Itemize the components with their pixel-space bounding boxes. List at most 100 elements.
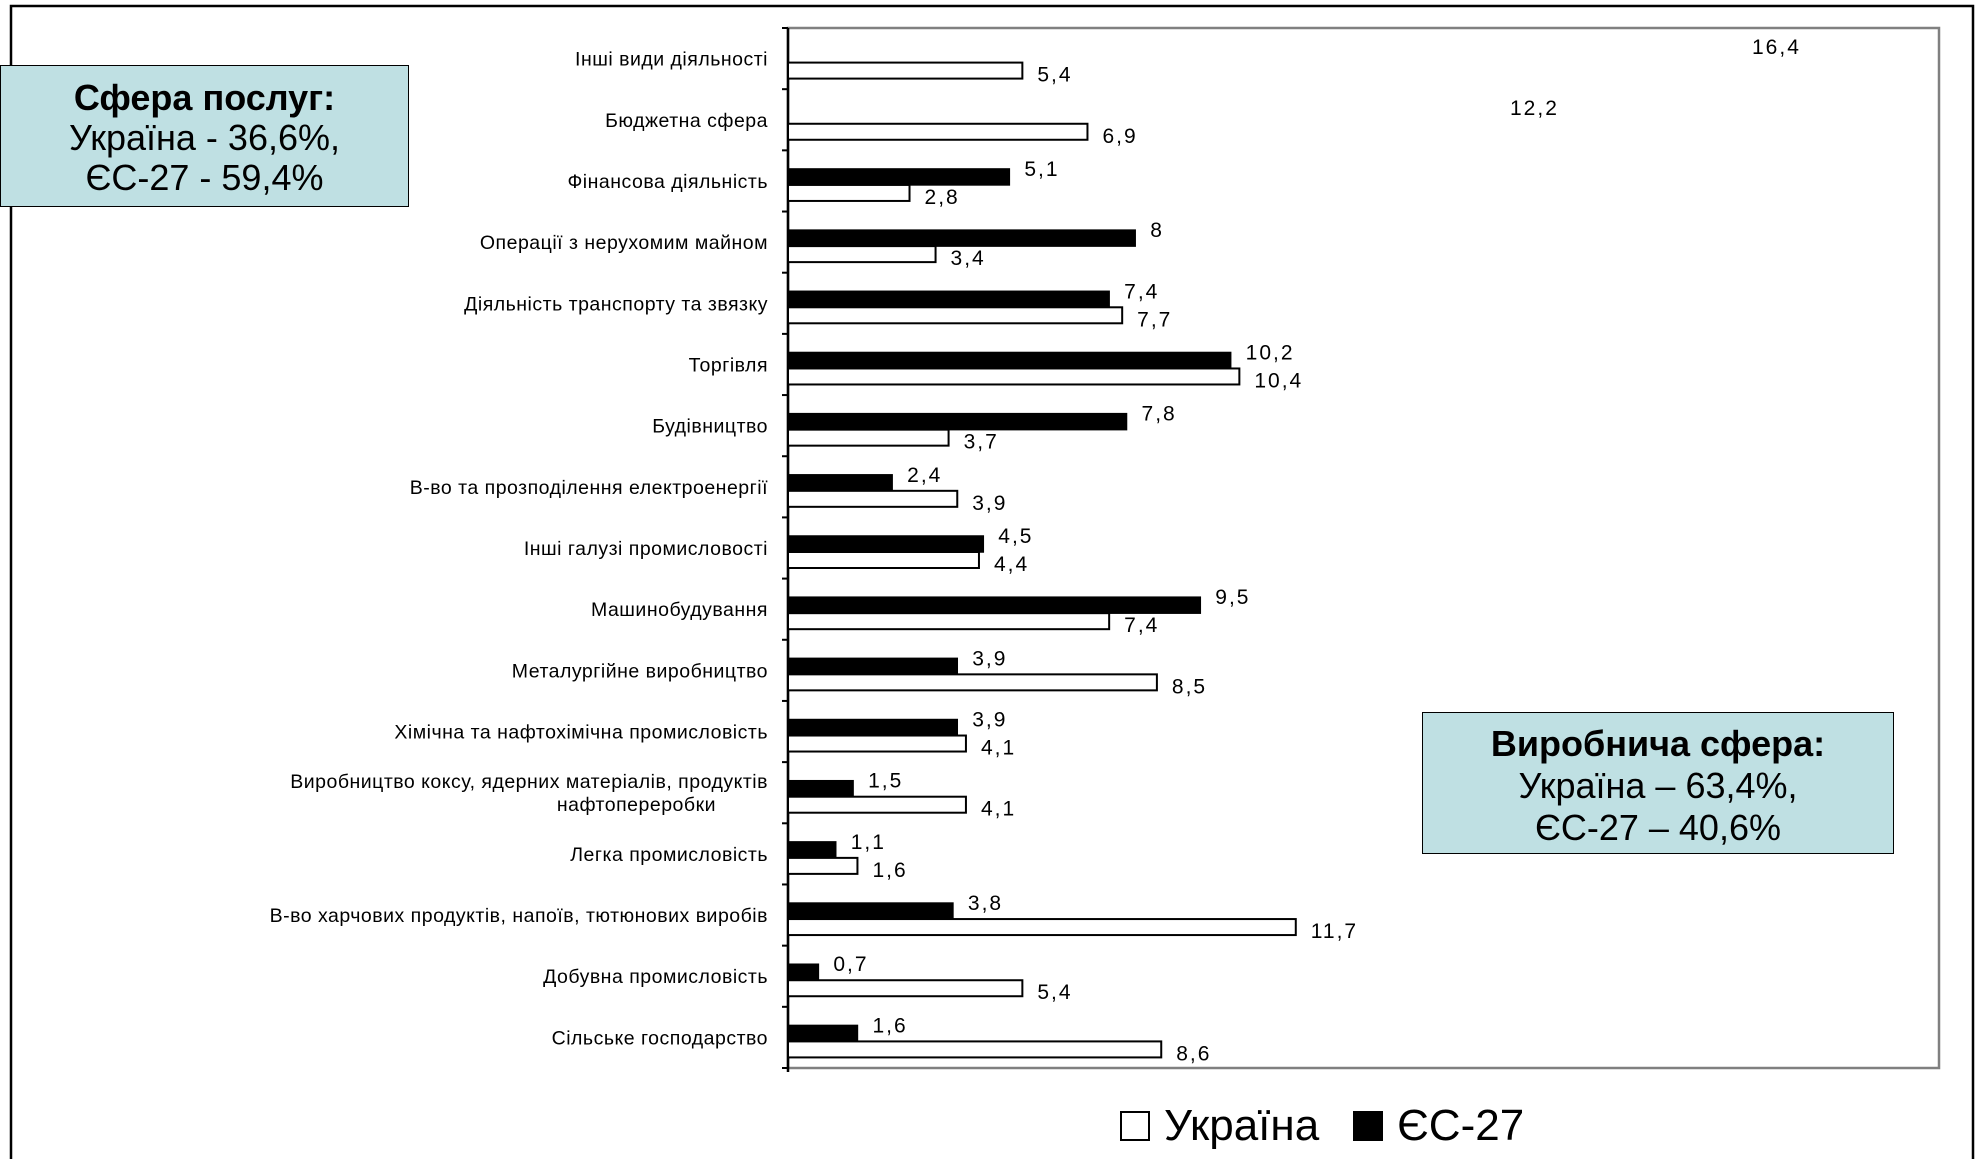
bar-ukraine [787, 612, 1111, 631]
bar-ukraine [787, 122, 1089, 141]
bar-eu [787, 779, 854, 798]
category-label: В-во та прозподілення електроенергії [410, 477, 768, 499]
data-label-eu: 1,5 [868, 770, 903, 793]
outer-frame [9, 4, 1975, 1164]
bar-ukraine [787, 1040, 1163, 1059]
services-callout-ukraine: Україна - 36,6%, [68, 117, 341, 158]
bar-eu [787, 841, 837, 859]
legend-swatch-ukraine [1120, 1110, 1150, 1141]
bar-eu [787, 535, 985, 553]
bar-ukraine [787, 428, 950, 447]
category-label-line: Металургійне виробництво [512, 660, 768, 682]
data-label-ukraine: 11,7 [1311, 920, 1358, 943]
services-callout-title: Сфера послуг: [73, 77, 336, 118]
bar-ukraine [787, 734, 967, 753]
category-label-line: Добувна промисловість [543, 966, 768, 988]
category-label-line: Операції з нерухомим майном [480, 232, 768, 254]
category-label-line: Фінансова діяльність [567, 171, 768, 193]
legend-label-ukraine: Україна [1164, 1100, 1320, 1150]
bar-eu [787, 290, 1110, 309]
category-label: В-во харчових продуктів, напоїв, тютюнов… [270, 905, 768, 927]
bar-ukraine [787, 489, 959, 508]
data-label-ukraine: 6,9 [1102, 125, 1137, 148]
data-label-ukraine: 2,8 [925, 186, 960, 209]
legend-swatch-eu [1353, 1110, 1384, 1141]
data-label-eu: 4,5 [998, 525, 1033, 548]
bar-ukraine [787, 673, 1158, 692]
bar-eu [787, 168, 1011, 186]
category-label-line: В-во харчових продуктів, напоїв, тютюнов… [270, 905, 768, 927]
category-label: Інші види діяльності [575, 49, 768, 71]
category-label: Бюджетна сфера [605, 110, 768, 132]
data-label-ukraine: 3,7 [964, 431, 999, 454]
category-label: Машинобудування [591, 599, 768, 621]
category-label-line: Будівництво [652, 416, 768, 438]
data-label-ukraine: 8,5 [1172, 675, 1207, 698]
data-label-eu: 5,1 [1024, 158, 1059, 181]
data-label-ukraine: 4,1 [981, 737, 1016, 760]
data-label-eu: 7,4 [1124, 280, 1159, 303]
data-label-eu: 16,4 [1752, 36, 1801, 59]
category-label-line: Виробництво коксу, ядерних матеріалів, п… [290, 771, 768, 793]
category-label: Хімічна та нафтохімічна промисловість [394, 722, 768, 744]
bar-eu [787, 963, 820, 981]
bar-ukraine [787, 183, 911, 202]
production-callout: Виробнича сфера: Україна – 63,4%, ЄС-27 … [1422, 712, 1894, 854]
production-callout-ukraine: Україна – 63,4%, [1518, 765, 1798, 806]
bar-eu [787, 718, 959, 737]
category-label: Фінансова діяльність [567, 171, 768, 193]
data-label-ukraine: 5,4 [1037, 981, 1072, 1004]
data-label-eu: 7,8 [1142, 403, 1177, 426]
category-label-line: Легка промисловість [570, 844, 768, 866]
bar-eu [787, 351, 1232, 370]
data-label-eu: 3,9 [972, 709, 1007, 732]
bar-eu [787, 229, 1136, 247]
data-label-eu: 3,9 [972, 647, 1007, 670]
category-label-line: нафтопереробки [557, 794, 716, 816]
category-label-line: Машинобудування [591, 599, 768, 621]
data-label-eu: 3,8 [968, 892, 1003, 915]
category-label: Торгівля [689, 354, 768, 376]
data-label-ukraine: 4,1 [981, 798, 1016, 821]
bar-eu [787, 596, 1202, 614]
bar-ukraine [787, 367, 1241, 386]
data-label-eu: 9,5 [1215, 586, 1250, 609]
data-label-ukraine: 3,4 [951, 247, 986, 270]
category-label: Металургійне виробництво [512, 660, 768, 682]
category-label-line: Інші галузі промисловості [524, 538, 768, 560]
bar-eu [787, 657, 959, 676]
category-label: Виробництво коксу, ядерних матеріалів, п… [290, 771, 768, 816]
data-label-eu: 10,2 [1246, 341, 1295, 364]
data-label-eu: 0,7 [833, 953, 868, 976]
category-label: Діяльність транспорту та звязку [464, 293, 768, 315]
category-label-line: Бюджетна сфера [605, 110, 768, 132]
bars-layer: Інші види діяльності 16,4 5,4 Бюджетна сфер… [270, 27, 1801, 1072]
data-label-ukraine: 3,9 [972, 492, 1007, 515]
legend-item-ukraine: Україна [1120, 1101, 1319, 1151]
data-label-eu: 1,1 [851, 831, 886, 854]
data-label-ukraine: 10,4 [1254, 369, 1303, 392]
category-label: Легка промисловість [570, 844, 768, 866]
bar-ukraine [787, 795, 967, 814]
category-label-line: Торгівля [689, 354, 768, 376]
bar-ukraine [787, 979, 1024, 998]
bar-eu [787, 902, 954, 920]
bar-ukraine [787, 61, 1024, 80]
category-label-line: Сільське господарство [552, 1027, 768, 1049]
category-label-line: Інші види діяльності [575, 49, 768, 71]
data-label-eu: 2,4 [907, 464, 942, 487]
services-callout-eu: ЄС-27 - 59,4% [85, 157, 324, 198]
production-callout-title: Виробнича сфера: [1490, 723, 1826, 764]
data-label-eu: 8 [1150, 219, 1164, 242]
data-label-ukraine: 7,7 [1137, 308, 1172, 331]
bar-eu [787, 412, 1128, 431]
category-label: Добувна промисловість [543, 966, 768, 988]
category-label-line: Діяльність транспорту та звязку [464, 293, 768, 315]
category-label: Будівництво [652, 416, 768, 438]
production-callout-eu: ЄС-27 – 40,6% [1534, 807, 1781, 848]
legend: Україна ЄС-27 [1120, 1098, 1558, 1153]
category-label-line: Хімічна та нафтохімічна промисловість [394, 722, 768, 744]
data-label-eu: 12,2 [1510, 97, 1559, 120]
